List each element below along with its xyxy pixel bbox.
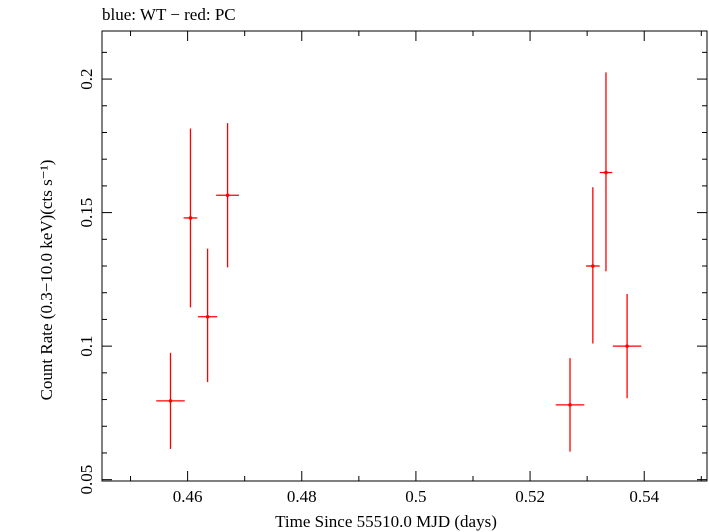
y-tick-label: 0.1 <box>77 336 96 357</box>
point-marker <box>188 216 193 220</box>
y-axis-label: Count Rate (0.3−10.0 keV)(cts s⁻¹) <box>37 160 56 401</box>
point-marker <box>205 314 210 319</box>
data-point <box>555 358 585 452</box>
y-tick-label: 0.05 <box>77 465 96 495</box>
y-tick-label: 0.2 <box>77 68 96 89</box>
data-point <box>156 352 185 449</box>
chart-title: blue: WT − red: PC <box>102 5 236 24</box>
x-tick-label: 0.46 <box>173 487 203 506</box>
point-marker <box>591 264 595 268</box>
data-point <box>183 128 198 308</box>
data-point <box>599 72 613 272</box>
plot-frame <box>101 30 708 482</box>
data-point <box>612 294 642 399</box>
x-axis-ticks: 0.46 0.48 0.5 0.52 0.54 <box>130 31 702 506</box>
y-axis-ticks: 0.05 0.1 0.15 0.2 <box>77 51 707 495</box>
data-point <box>216 123 239 268</box>
x-axis-label: Time Since 55510.0 MJD (days) <box>275 512 497 531</box>
y-tick-label: 0.15 <box>77 198 96 228</box>
point-marker <box>604 170 608 175</box>
x-tick-label: 0.5 <box>405 487 426 506</box>
point-marker <box>625 344 629 348</box>
x-tick-label: 0.52 <box>515 487 545 506</box>
data-point <box>197 248 218 383</box>
x-tick-label: 0.54 <box>629 487 659 506</box>
data-point <box>586 187 600 344</box>
point-marker <box>568 403 572 407</box>
point-marker <box>225 193 230 198</box>
point-marker <box>168 399 173 403</box>
x-tick-label: 0.48 <box>287 487 317 506</box>
data-points <box>156 72 642 452</box>
